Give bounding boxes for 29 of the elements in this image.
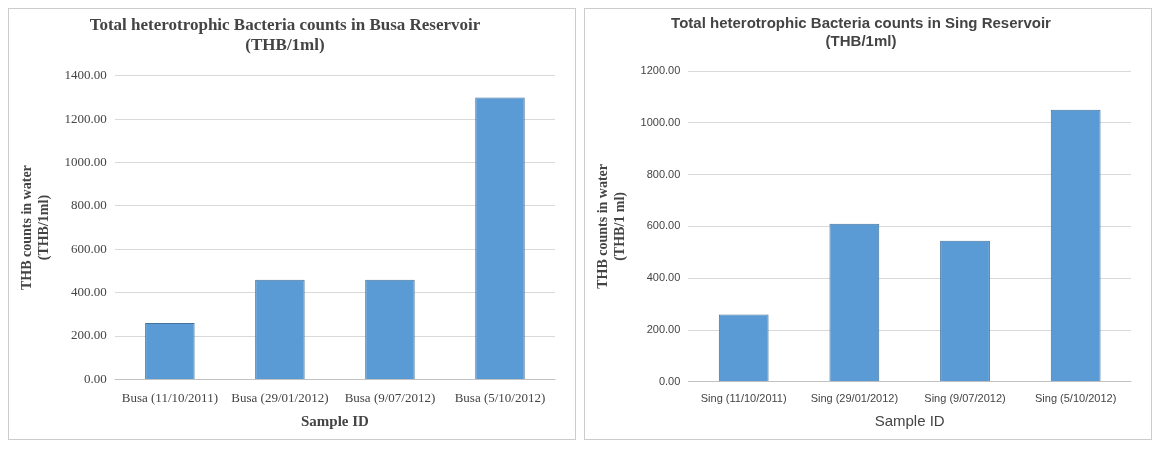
y-tick-label: 800.00 [646, 167, 681, 180]
y-tick-label: 1000.00 [64, 153, 107, 169]
x-tick-label: Sing (29/01/2012) [810, 392, 899, 405]
x-tick-label: Sing (9/07/2012) [924, 392, 1006, 405]
y-tick-label: 400.00 [71, 284, 107, 300]
x-tick-label: Sing (11/10/2011) [700, 392, 787, 405]
y-tick-label: 600.00 [646, 219, 681, 232]
x-axis-title: Sample ID [300, 412, 370, 429]
y-tick-label: 0.00 [84, 370, 107, 386]
y-tick-label: 1200.00 [64, 110, 107, 126]
y-tick-label: 1400.00 [64, 67, 107, 83]
x-tick-label: Busa (29/01/2012) [231, 389, 329, 405]
chart-title: Total heterotrophic Bacteria counts in Sing Reservoir (THB/1ml) [671, 14, 1052, 50]
y-tick-label: 1200.00 [640, 64, 681, 77]
y-tick-label: 600.00 [71, 240, 107, 256]
x-tick-label: Busa (9/07/2012) [344, 389, 436, 405]
y-tick-label: 0.00 [658, 374, 681, 387]
y-tick-label: 1000.00 [640, 115, 681, 128]
x-tick-label: Busa (5/10/2012) [454, 389, 546, 405]
x-tick-label: Busa (11/10/2011) [121, 389, 218, 405]
y-tick-label: 400.00 [646, 271, 681, 284]
x-tick-label: Sing (5/10/2012) [1035, 392, 1117, 405]
y-axis-title: THB counts in water (THB/1ml) [19, 165, 52, 291]
y-tick-label: 200.00 [71, 327, 107, 343]
y-axis-title: THB counts in water (THB/1 ml) [595, 163, 628, 289]
y-tick-label: 800.00 [71, 197, 107, 213]
chart-title: Total heterotrophic Bacteria counts in Busa Reservoir (THB/1ml) [89, 14, 481, 54]
y-tick-label: 200.00 [646, 323, 681, 336]
x-axis-title: Sample ID [874, 412, 945, 430]
